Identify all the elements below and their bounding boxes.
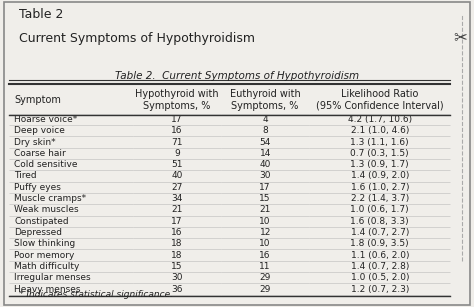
Text: Table 2.  Current Symptoms of Hypothyroidism: Table 2. Current Symptoms of Hypothyroid… (115, 71, 359, 81)
Text: ✂: ✂ (453, 28, 467, 46)
Text: Current Symptoms of Hypothyroidism: Current Symptoms of Hypothyroidism (19, 32, 255, 45)
Text: * Indicates statistical significance.: * Indicates statistical significance. (19, 290, 173, 299)
Text: Table 2: Table 2 (19, 8, 64, 21)
